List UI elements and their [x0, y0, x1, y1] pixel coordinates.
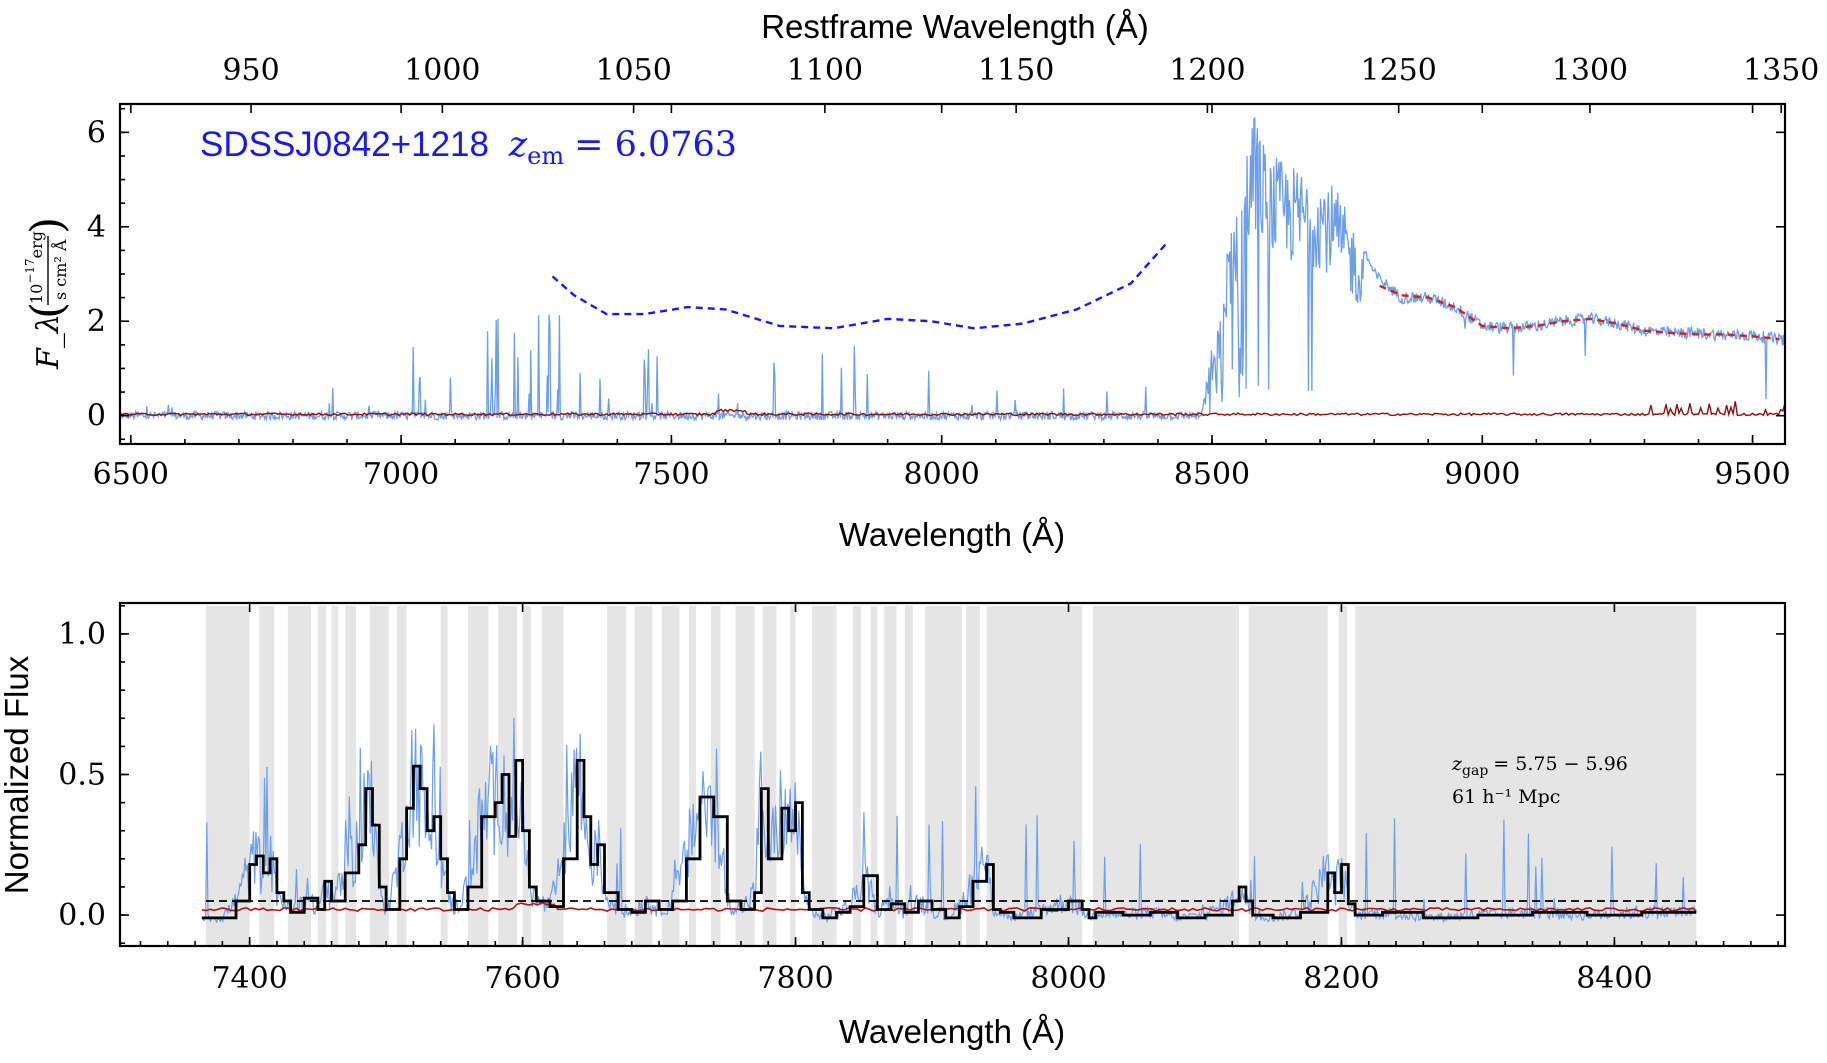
top-x-tick-label: 7500: [633, 457, 709, 492]
rest-x-tick-label: 1250: [1361, 53, 1437, 88]
gap-region: [986, 605, 1083, 946]
gap-region: [689, 605, 696, 946]
top-y-tick-label: 0: [87, 399, 106, 434]
gap-annotation-line1: zgap = 5.75 − 5.96: [1451, 753, 1628, 779]
unit-denominator: s cm² Å: [50, 239, 70, 300]
object-name: SDSSJ0842+1218: [200, 125, 489, 164]
flux-error-line: [201, 901, 1697, 913]
svg-text:10−17erg: 10−17erg: [23, 231, 46, 304]
bottom-y-tick-label: 0.0: [58, 898, 106, 933]
z-subscript: em: [527, 142, 564, 170]
bottom-y-tick-label: 0.5: [58, 758, 106, 793]
top-x-tick-label: 9500: [1714, 457, 1790, 492]
top-x-axis-label: Wavelength (Å): [839, 516, 1065, 553]
rest-x-tick-label: 1350: [1743, 53, 1819, 88]
bottom-x-tick-label: 7400: [211, 961, 287, 996]
object-annotation: SDSSJ0842+1218 zem = 6.0763: [200, 125, 737, 170]
gap-region: [345, 605, 357, 946]
gap-region: [661, 605, 680, 946]
z-value: = 6.0763: [574, 125, 737, 165]
top-plot-frame: [118, 102, 1787, 446]
rest-x-tick-label: 1000: [404, 53, 480, 88]
rest-x-tick-label: 1200: [1169, 53, 1245, 88]
gap-region: [790, 605, 796, 946]
gap-annotation-line2: 61 h⁻¹ Mpc: [1452, 786, 1560, 808]
unit-erg: erg: [27, 231, 46, 258]
pca-continuum-line: [551, 240, 1170, 330]
rest-x-tick-label: 950: [222, 53, 279, 88]
unit-exp: −17: [23, 258, 37, 283]
top-y-symbol: F_λ: [31, 314, 66, 370]
gap-region: [522, 605, 531, 946]
top-y-ticks: 0 2 4 6: [87, 107, 1785, 441]
gap-region: [397, 605, 407, 946]
gap-region: [1093, 605, 1240, 946]
gap-region: [468, 605, 489, 946]
binned-flux-step-line: [201, 759, 1697, 920]
error-spectrum-line: [120, 401, 1785, 418]
rest-x-tick-label: 1050: [595, 53, 671, 88]
gap-region: [1338, 605, 1347, 946]
gap-region: [1355, 605, 1697, 946]
rest-x-tick-label: 1150: [978, 53, 1054, 88]
svg-text:): ): [22, 217, 73, 234]
gap-region: [884, 605, 897, 946]
gap-region: [811, 605, 837, 946]
bottom-x-axis-label: Wavelength (Å): [839, 1013, 1065, 1050]
gap-region: [852, 605, 862, 946]
svg-text:s cm² Å: s cm² Å: [50, 239, 70, 300]
top-panel: Restframe Wavelength (Å) 950 1000 1050 1100…: [22, 8, 1819, 553]
top-y-tick-label: 2: [87, 304, 106, 339]
top-x-tick-label: 7000: [363, 457, 439, 492]
bottom-x-tick-label: 7800: [757, 961, 833, 996]
gap-region: [904, 605, 913, 946]
top-x-tick-label: 6500: [93, 457, 169, 492]
bottom-x-tick-label: 8200: [1303, 961, 1379, 996]
z-symbol: z: [508, 125, 528, 165]
bottom-panel: 7400 7600 7800 8000 8200 8400 0.0 0.5 1.0 Wavel…: [0, 601, 1787, 1050]
gap-region: [205, 605, 250, 946]
top-axis-label: Restframe Wavelength (Å): [761, 8, 1149, 45]
rest-x-tick-label: 1300: [1552, 53, 1628, 88]
bottom-x-tick-label: 8000: [1030, 961, 1106, 996]
gap-region: [735, 605, 755, 946]
rest-x-tick-label: 1100: [787, 53, 863, 88]
top-x-ticks: 6500 7000 7500 8000 8500 9000 9500: [93, 104, 1791, 492]
gap-region: [440, 605, 448, 946]
top-x-tick-label: 8500: [1174, 457, 1250, 492]
bottom-x-tick-label: 8400: [1576, 961, 1652, 996]
top-plot-data: [120, 117, 1785, 423]
bottom-y-ticks: 0.0 0.5 1.0: [58, 605, 1785, 944]
gap-region: [541, 605, 564, 946]
top-x-tick-label: 9000: [1444, 457, 1520, 492]
top-x-tick-label: 8000: [904, 457, 980, 492]
top-y-tick-label: 4: [87, 210, 106, 245]
gap-region: [369, 605, 389, 946]
gap-regions: [205, 605, 1697, 946]
unit-ten: 10: [27, 284, 46, 304]
svg-text:(: (: [22, 302, 73, 319]
continuum-fit-line: [1379, 284, 1780, 341]
gap-region: [870, 605, 878, 946]
gap-region: [317, 605, 327, 946]
gap-region: [287, 605, 312, 946]
bottom-y-tick-label: 1.0: [58, 617, 106, 652]
bottom-x-tick-label: 7600: [484, 961, 560, 996]
bottom-y-axis-label: Normalized Flux: [0, 655, 35, 894]
gap-region: [762, 605, 777, 946]
top-secondary-x-ticks: 950 1000 1050 1100 1150 1200 1250 1300 1350: [222, 53, 1819, 113]
top-y-tick-label: 6: [87, 115, 106, 150]
top-y-axis-label: F_λ ( 10−17erg s cm² Å ): [22, 217, 73, 370]
gap-region: [1248, 605, 1328, 946]
gap-region: [498, 605, 518, 946]
bottom-plot-frame: [118, 601, 1787, 948]
svg-text:F_λ: F_λ: [31, 314, 66, 370]
gap-region: [331, 605, 339, 946]
bottom-plot-data: [201, 717, 1697, 924]
gap-region: [634, 605, 653, 946]
